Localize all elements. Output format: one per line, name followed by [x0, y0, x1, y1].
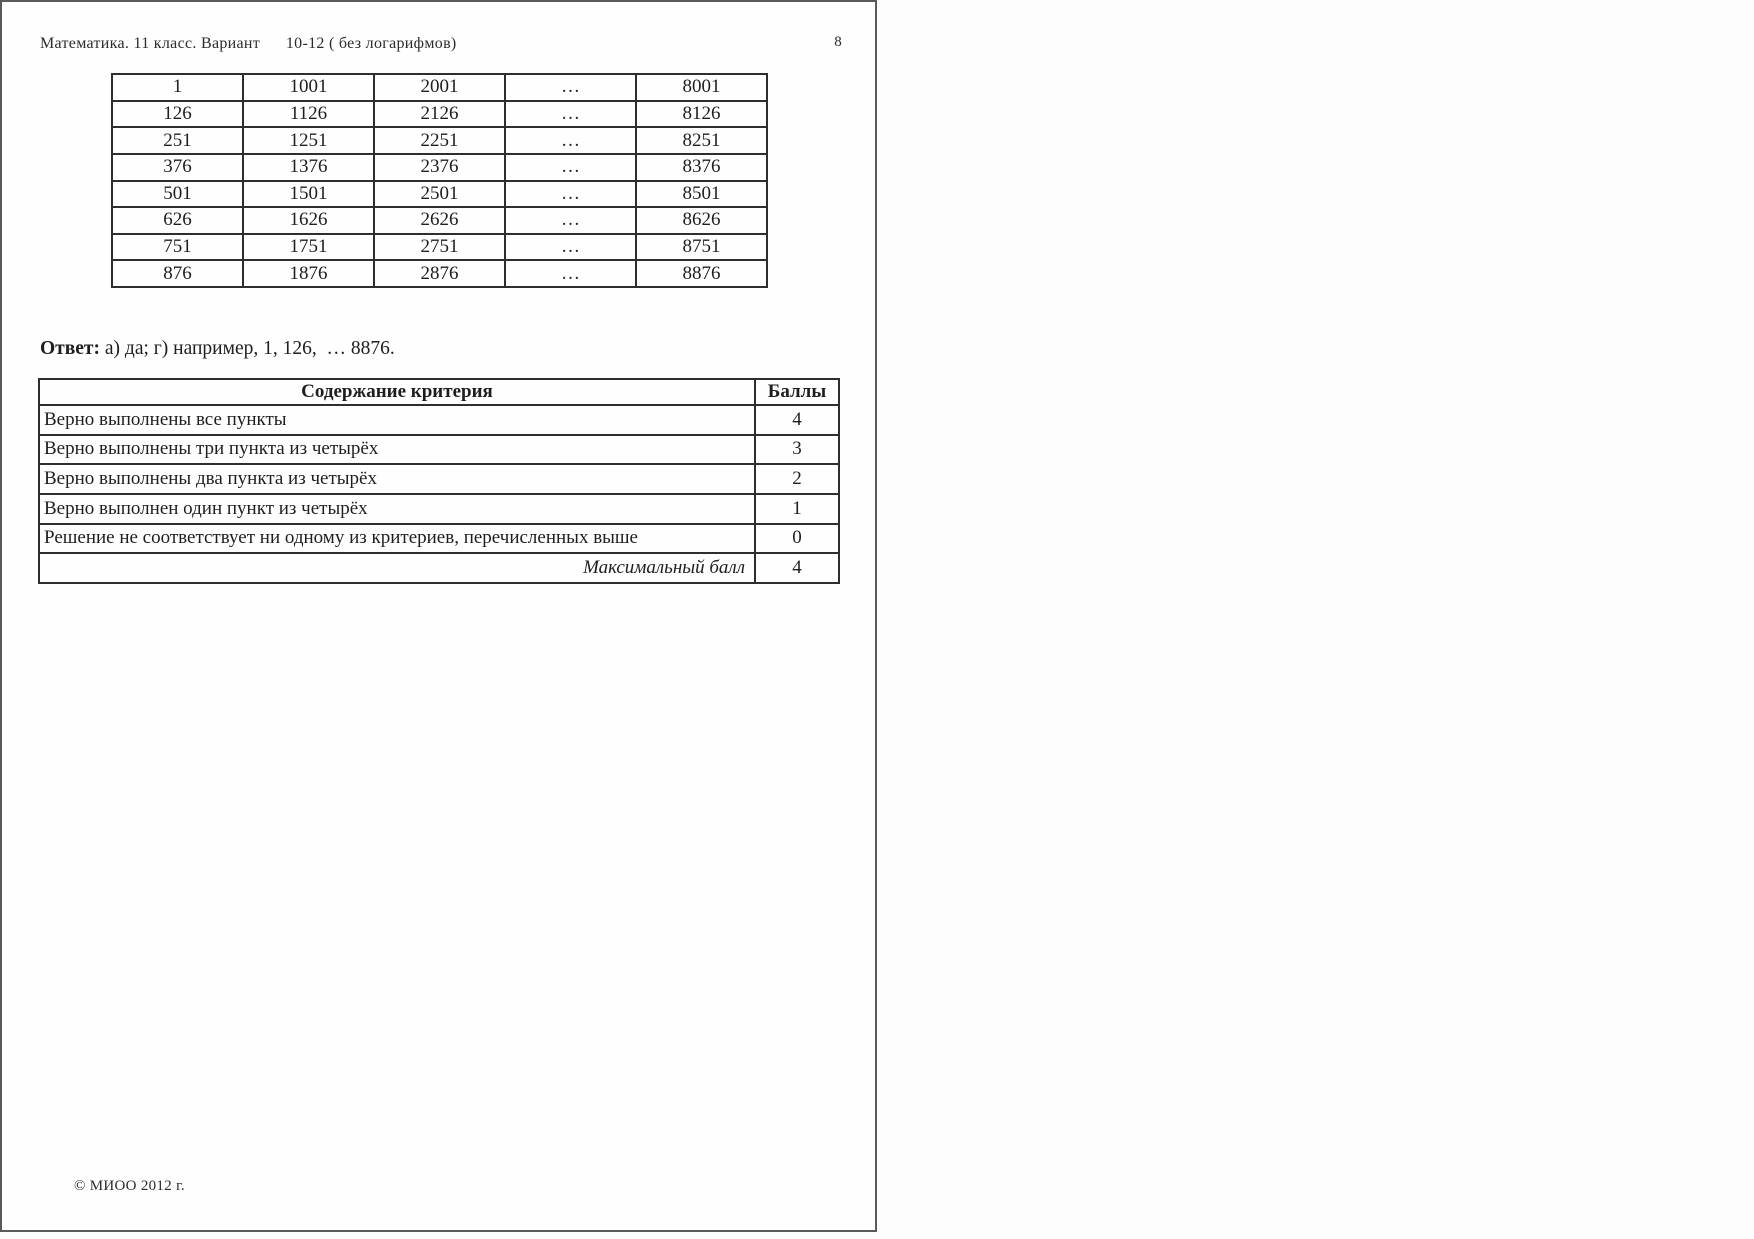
number-cell: 8626 — [635, 206, 768, 235]
number-cell: 8751 — [635, 232, 768, 262]
criteria-header-row: Содержание критерия Баллы — [38, 378, 840, 406]
number-cell: 8376 — [635, 152, 768, 182]
criterion-cell: Верно выполнены два пункта из четырёх — [38, 463, 756, 495]
number-cell: 2376 — [373, 152, 506, 182]
score-cell: 1 — [754, 492, 840, 525]
page-number: 8 — [834, 34, 842, 50]
criterion-cell: Максимальный балл — [38, 552, 756, 584]
criteria-row: Верно выполнен один пункт из четырёх 1 — [38, 492, 840, 525]
number-cell: 1501 — [242, 179, 375, 209]
criteria-row: Верно выполнены три пункта из четырёх 3 — [38, 433, 840, 466]
number-table: 1 1001 2001… 8001 126 1126 2126… 8126 251 1251 225… — [111, 73, 768, 288]
number-cell: … — [504, 179, 637, 209]
number-cell: 251 — [111, 126, 244, 155]
score-cell: 0 — [754, 522, 840, 555]
number-cell: 501 — [111, 179, 244, 209]
answer-line: Ответ: а) да; г) например, 1, 126, … 887… — [40, 338, 395, 360]
answer-label: Ответ: — [40, 338, 101, 359]
number-cell: 1001 — [242, 73, 375, 102]
criterion-cell: Верно выполнены все пункты — [38, 404, 756, 436]
number-cell: 2251 — [373, 126, 506, 155]
number-cell: 1626 — [242, 206, 375, 235]
criteria-table-head: Содержание критерия Баллы — [38, 378, 840, 406]
score-cell: 4 — [754, 404, 840, 436]
criteria-row: Верно выполнены два пункта из четырёх 2 — [38, 463, 840, 495]
number-table-row: 626 1626 2626… 8626 — [111, 206, 768, 235]
number-cell: 1126 — [242, 99, 375, 129]
number-cell: 8001 — [635, 73, 768, 102]
number-cell: … — [504, 206, 637, 235]
document-page: Математика. 11 класс. Вариант 10-12 ( бе… — [0, 0, 877, 1232]
number-cell: 8876 — [635, 259, 768, 288]
criterion-cell: Верно выполнен один пункт из четырёх — [38, 492, 756, 525]
score-cell: 2 — [754, 463, 840, 495]
number-cell: 876 — [111, 259, 244, 288]
criteria-header-content: Содержание критерия — [38, 378, 756, 406]
number-cell: … — [504, 152, 637, 182]
criteria-table-body: Верно выполнены все пункты 4 Верно выполне… — [38, 404, 840, 584]
criterion-cell: Решение не соответствует ни одному из кр… — [38, 522, 756, 555]
number-cell: … — [504, 232, 637, 262]
number-cell: 2126 — [373, 99, 506, 129]
copyright-footer: © МИОО 2012 г. — [74, 1178, 185, 1194]
criteria-row: Верно выполнены все пункты 4 — [38, 404, 840, 436]
number-cell: 751 — [111, 232, 244, 262]
criteria-table: Содержание критерия Баллы Верно выполнен… — [38, 378, 840, 584]
number-table-body: 1 1001 2001… 8001 126 1126 2126… 8126 251 1251 225… — [111, 73, 768, 288]
number-table-row: 376 1376 2376… 8376 — [111, 152, 768, 182]
number-cell: 8251 — [635, 126, 768, 155]
number-cell: 1 — [111, 73, 244, 102]
criterion-cell: Верно выполнены три пункта из четырёх — [38, 433, 756, 466]
number-cell: 1251 — [242, 126, 375, 155]
number-cell: 1876 — [242, 259, 375, 288]
number-table-row: 1 1001 2001… 8001 — [111, 73, 768, 102]
number-cell: 2876 — [373, 259, 506, 288]
number-cell: … — [504, 99, 637, 129]
number-cell: 8501 — [635, 179, 768, 209]
number-cell: 1751 — [242, 232, 375, 262]
number-cell: 2001 — [373, 73, 506, 102]
number-cell: 8126 — [635, 99, 768, 129]
criteria-header-score: Баллы — [754, 378, 840, 406]
number-table-row: 126 1126 2126… 8126 — [111, 99, 768, 129]
answer-text: а) да; г) например, 1, 126, … 8876. — [100, 338, 395, 359]
number-cell: … — [504, 126, 637, 155]
number-table-row: 251 1251 2251… 8251 — [111, 126, 768, 155]
number-table-row: 501 1501 2501… 8501 — [111, 179, 768, 209]
number-cell: 626 — [111, 206, 244, 235]
document-header: Математика. 11 класс. Вариант 10-12 ( бе… — [40, 35, 457, 52]
number-cell: 2751 — [373, 232, 506, 262]
number-cell: 126 — [111, 99, 244, 129]
number-cell: 2626 — [373, 206, 506, 235]
number-table-row: 876 1876 2876… 8876 — [111, 259, 768, 288]
number-cell: 2501 — [373, 179, 506, 209]
number-cell: 1376 — [242, 152, 375, 182]
number-cell: … — [504, 73, 637, 102]
number-cell: … — [504, 259, 637, 288]
score-cell: 4 — [754, 552, 840, 584]
criteria-row: Максимальный балл 4 — [38, 552, 840, 584]
score-cell: 3 — [754, 433, 840, 466]
number-table-row: 751 1751 2751… 8751 — [111, 232, 768, 262]
number-cell: 376 — [111, 152, 244, 182]
criteria-row: Решение не соответствует ни одному из кр… — [38, 522, 840, 555]
